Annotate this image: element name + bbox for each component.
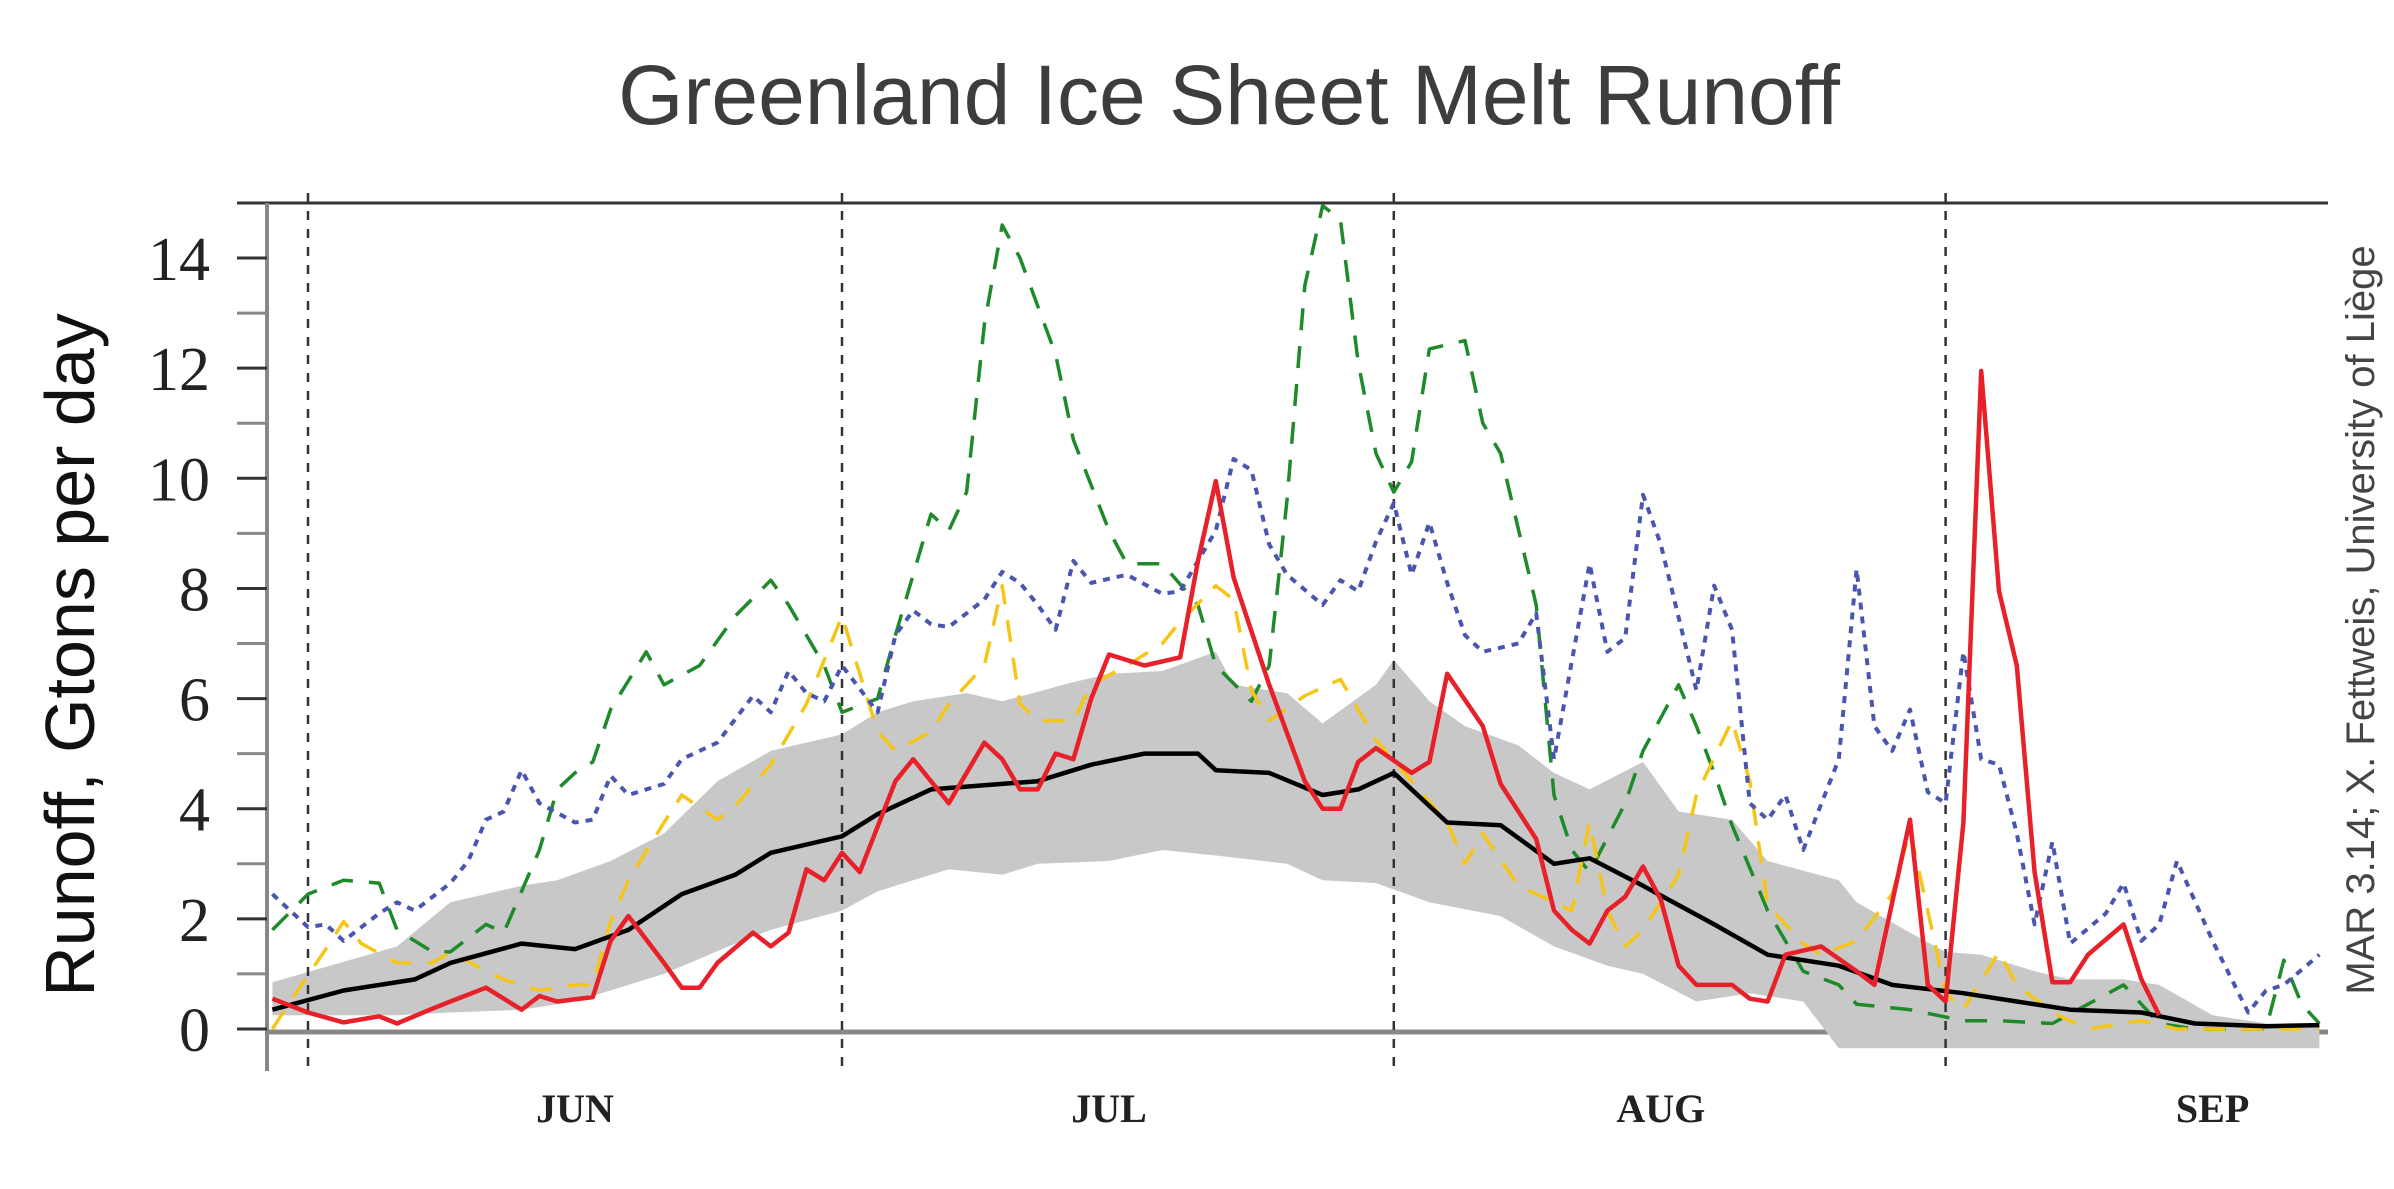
series-layer — [270, 203, 2321, 1031]
y-tick-label: 8 — [179, 556, 210, 624]
x-tick-label: JUN — [536, 1086, 614, 1131]
y-tick-label: 14 — [148, 226, 210, 294]
series-line-1 — [270, 583, 2320, 1031]
series-line-4 — [271, 368, 2162, 1026]
x-tick-label: JUL — [1071, 1086, 1147, 1131]
y-tick-label: 2 — [179, 887, 210, 955]
axes — [237, 192, 2328, 1072]
tick-labels: 0 2 4 6 8 10 12 14 JUN JUL AUG SEP — [148, 226, 2249, 1131]
spread-band — [272, 651, 2320, 1049]
y-axis-label: Runoff, Gtons per day — [31, 313, 109, 997]
y-tick-label: 10 — [148, 446, 210, 514]
x-tick-label: AUG — [1616, 1086, 1705, 1131]
series-line-0 — [271, 203, 2321, 1031]
y-tick-label: 4 — [179, 777, 210, 845]
y-tick-label: 12 — [148, 336, 210, 404]
y-tick-label: 0 — [179, 997, 210, 1065]
chart-title: Greenland Ice Sheet Melt Runoff — [618, 48, 1841, 142]
y-tick-label: 6 — [179, 667, 210, 735]
series-line-3 — [271, 751, 2320, 1029]
x-tick-label: SEP — [2176, 1086, 2249, 1131]
credit-annotation: MAR 3.14; X. Fettweis, University of Liè… — [2339, 245, 2383, 994]
